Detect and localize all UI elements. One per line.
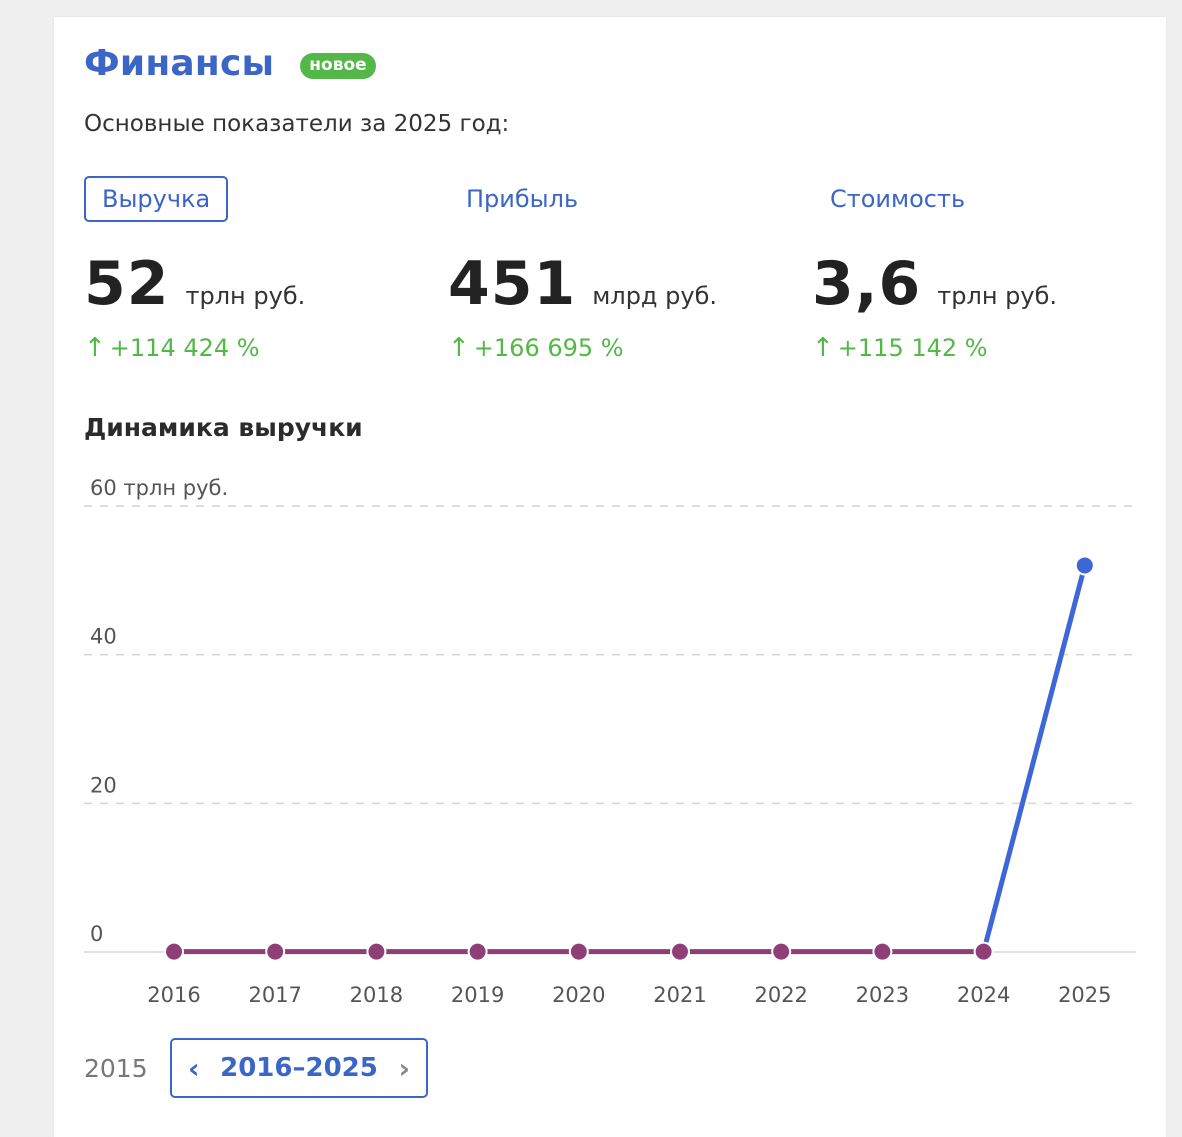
- x-tick-label: 2019: [451, 983, 504, 1007]
- y-tick-label: 20: [90, 773, 117, 797]
- chart-title: Динамика выручки: [84, 413, 363, 442]
- data-point: [672, 943, 688, 960]
- y-tick-label: 40: [90, 625, 117, 649]
- title-row: Финансы новое: [84, 43, 376, 84]
- data-point: [469, 943, 486, 960]
- x-tick-label: 2020: [552, 983, 605, 1007]
- finance-card: Финансы новое Основные показатели за 202…: [54, 17, 1166, 1137]
- metric-value: 3,6: [812, 249, 922, 319]
- revenue-line-chart: 60 трлн руб. 40 20 0 2016 2017 2018 2019 2020 202…: [84, 476, 1136, 1007]
- x-tick-label: 2022: [754, 983, 807, 1007]
- subtitle: Основные показатели за 2025 год:: [84, 111, 510, 137]
- metric-unit: трлн руб.: [185, 282, 306, 310]
- metric-value: 52: [84, 249, 170, 319]
- x-tick-label: 2021: [653, 983, 706, 1007]
- delta-text: +115 142 %: [837, 334, 988, 362]
- x-tick-label: 2017: [248, 983, 301, 1007]
- arrow-up-icon: ↑: [448, 333, 470, 363]
- data-point: [874, 943, 891, 960]
- x-tick-label: 2016: [147, 983, 200, 1007]
- data-point: [1076, 557, 1093, 574]
- x-tick-label: 2024: [957, 983, 1010, 1007]
- tab-value[interactable]: Стоимость: [830, 185, 966, 213]
- arrow-up-icon: ↑: [812, 333, 834, 363]
- data-point: [368, 943, 385, 960]
- y-tick-label: 60 трлн руб.: [90, 476, 228, 500]
- chevron-right-icon[interactable]: ›: [398, 1051, 410, 1085]
- data-point: [975, 943, 992, 960]
- delta-revenue: ↑ +114 424 %: [84, 333, 260, 363]
- section-title: Финансы: [84, 43, 275, 84]
- x-tick-label: 2025: [1058, 983, 1111, 1007]
- delta-text: +114 424 %: [109, 334, 260, 362]
- series-line-recent: [981, 562, 1088, 955]
- delta-text: +166 695 %: [473, 334, 624, 362]
- x-tick-label: 2023: [856, 983, 909, 1007]
- metric-value: 451: [448, 249, 577, 319]
- metric-revenue: 52 трлн руб.: [84, 249, 305, 319]
- data-point: [773, 943, 790, 960]
- x-tick-label: 2018: [350, 983, 403, 1007]
- metric-unit: трлн руб.: [937, 282, 1058, 310]
- year-range-label: 2016–2025: [220, 1053, 378, 1083]
- y-tick-label: 0: [90, 922, 103, 946]
- chevron-left-icon[interactable]: ‹: [188, 1051, 200, 1085]
- metric-profit: 451 млрд руб.: [448, 249, 717, 319]
- metric-unit: млрд руб.: [592, 282, 718, 310]
- tab-revenue[interactable]: Выручка: [84, 176, 229, 222]
- year-range-pager: 2015 ‹ 2016–2025 ›: [84, 1038, 428, 1098]
- delta-value: ↑ +115 142 %: [812, 333, 988, 363]
- arrow-up-icon: ↑: [84, 333, 106, 363]
- metric-value-card: 3,6 трлн руб.: [812, 249, 1057, 319]
- tab-profit[interactable]: Прибыль: [466, 185, 579, 213]
- prev-year-label[interactable]: 2015: [84, 1053, 148, 1083]
- new-badge: новое: [300, 52, 376, 79]
- delta-profit: ↑ +166 695 %: [448, 333, 624, 363]
- year-range-selector[interactable]: ‹ 2016–2025 ›: [170, 1038, 428, 1098]
- data-point: [570, 943, 587, 960]
- data-point: [267, 943, 284, 960]
- data-point: [166, 943, 182, 960]
